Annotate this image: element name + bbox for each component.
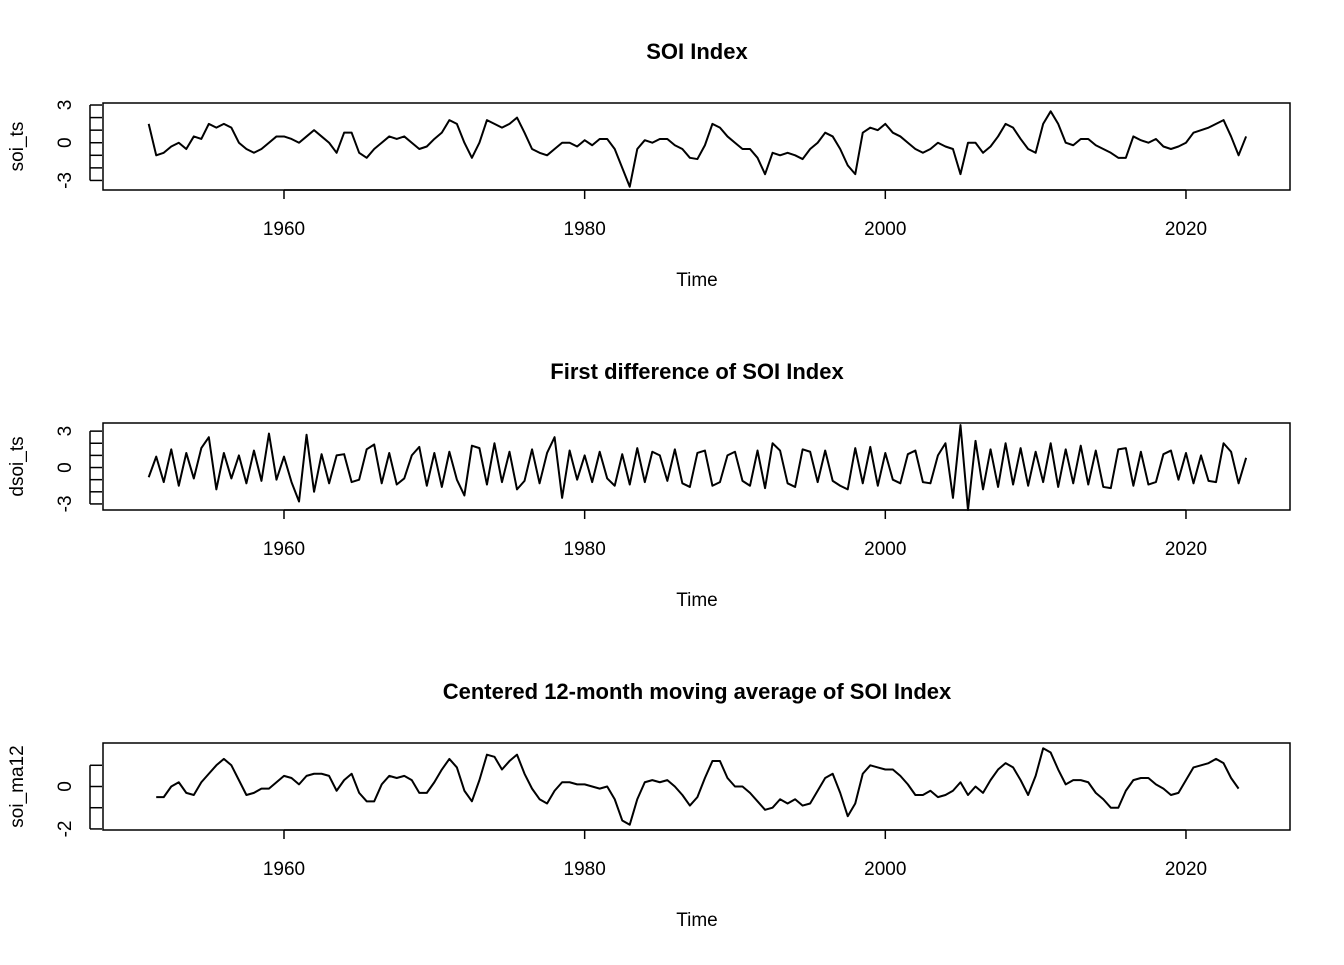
series-line xyxy=(147,110,1248,188)
x-tick-label: 2020 xyxy=(1165,219,1207,240)
y-tick-label: 0 xyxy=(55,781,76,792)
x-tick-label: 2000 xyxy=(864,219,906,240)
x-axis-title: Time xyxy=(676,910,718,931)
x-tick-label: 2000 xyxy=(864,539,906,560)
x-tick-label: 1980 xyxy=(564,859,606,880)
panel-title: SOI Index xyxy=(646,39,748,64)
y-tick-label: 0 xyxy=(55,462,76,473)
x-tick-label: 1980 xyxy=(564,539,606,560)
y-tick-label: -2 xyxy=(55,820,76,837)
plot-frame xyxy=(102,742,1291,831)
plot-frame xyxy=(102,422,1291,511)
y-axis-title: dsoi_ts xyxy=(7,436,28,496)
series-line xyxy=(147,424,1248,511)
x-tick-label: 2020 xyxy=(1165,859,1207,880)
x-tick-label: 1960 xyxy=(263,539,305,560)
x-axis-title: Time xyxy=(676,590,718,611)
x-tick-label: 2000 xyxy=(864,859,906,880)
x-tick-label: 2020 xyxy=(1165,539,1207,560)
panel-title: Centered 12-month moving average of SOI … xyxy=(443,679,952,704)
y-tick-label: -3 xyxy=(55,495,76,512)
y-tick-label: 3 xyxy=(55,426,76,437)
y-tick-label: 3 xyxy=(55,100,76,111)
series-line xyxy=(156,747,1240,826)
panel-title: First difference of SOI Index xyxy=(550,359,844,384)
y-tick-label: -3 xyxy=(55,172,76,189)
x-axis-title: Time xyxy=(676,270,718,291)
x-tick-label: 1980 xyxy=(564,219,606,240)
y-axis-title: soi_ts xyxy=(7,122,28,172)
x-tick-label: 1960 xyxy=(263,219,305,240)
y-axis-title: soi_ma12 xyxy=(7,745,28,827)
y-tick-label: 0 xyxy=(55,137,76,148)
x-tick-label: 1960 xyxy=(263,859,305,880)
plot-frame xyxy=(102,102,1291,191)
